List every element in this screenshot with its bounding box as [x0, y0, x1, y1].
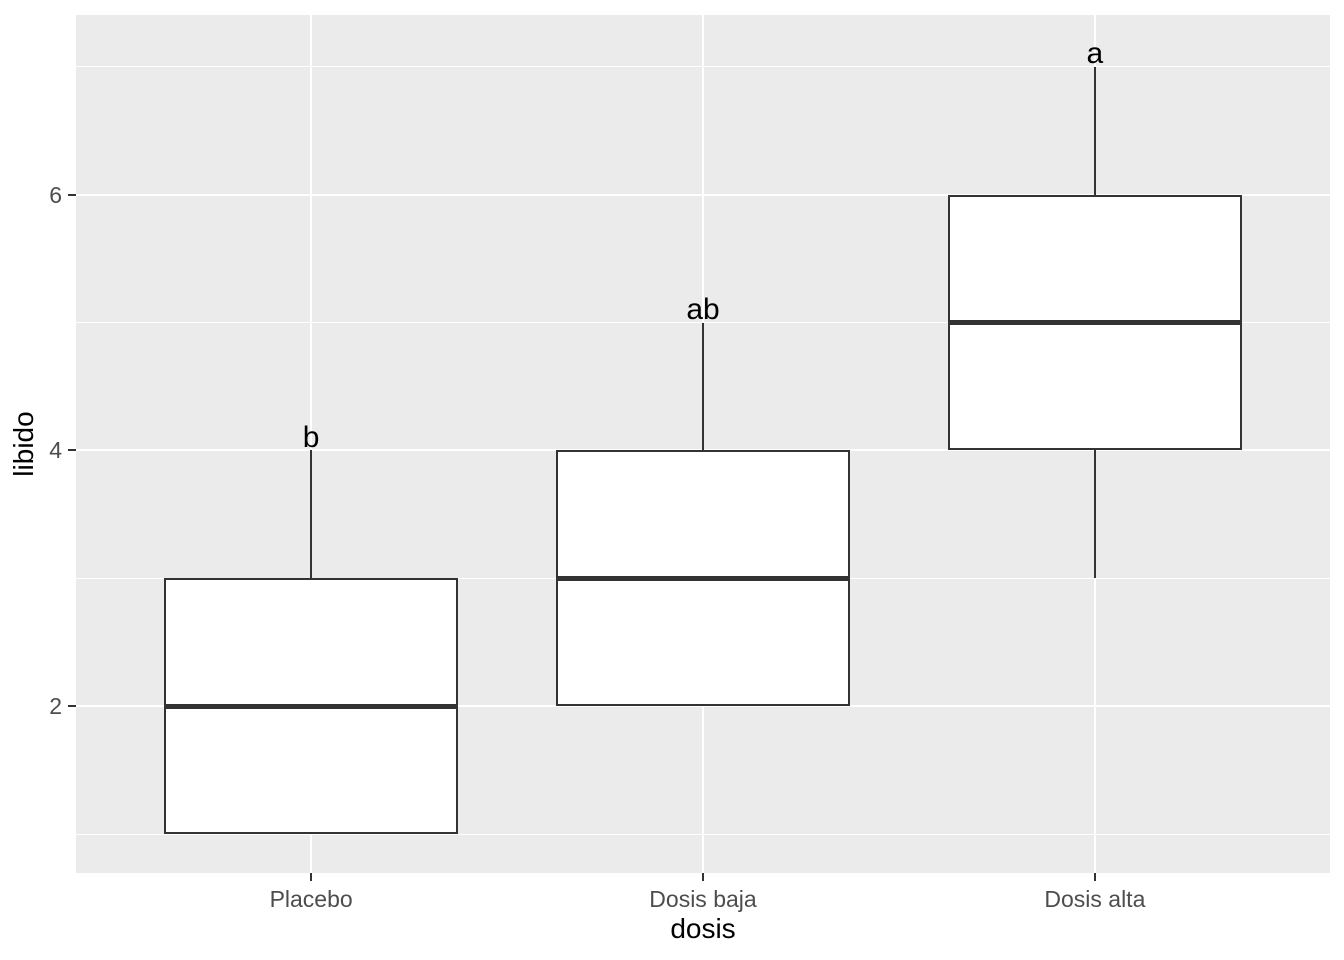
- y-tick-label: 6: [49, 181, 62, 208]
- whisker-upper-dosis-alta: [1093, 66, 1096, 195]
- whisker-upper-dosis-baja: [702, 322, 704, 451]
- x-axis-title: dosis: [670, 913, 736, 944]
- x-tick-mark: [702, 873, 704, 881]
- y-tick-mark: [68, 705, 76, 708]
- median-line-dosis-baja: [556, 575, 850, 581]
- y-tick-label: 4: [49, 437, 62, 464]
- y-tick-mark: [68, 193, 76, 196]
- significance-label-dosis-baja: ab: [686, 292, 720, 326]
- plot-panel: b ab a: [76, 15, 1330, 873]
- whisker-upper-placebo: [310, 450, 313, 579]
- y-tick-label: 2: [49, 693, 62, 720]
- x-tick-mark: [1093, 873, 1096, 881]
- x-tick-label: Placebo: [269, 886, 353, 912]
- significance-label-dosis-alta: a: [1086, 37, 1104, 70]
- median-line-placebo: [164, 703, 459, 709]
- y-tick-mark: [68, 449, 76, 452]
- significance-label-placebo: b: [302, 420, 320, 454]
- median-line-dosis-alta: [947, 320, 1242, 326]
- whisker-lower-dosis-alta: [1093, 450, 1096, 579]
- x-tick-label: Dosis alta: [1044, 886, 1146, 912]
- x-tick-mark: [310, 873, 313, 881]
- x-tick-label: Dosis baja: [649, 886, 757, 912]
- gridline-major-vertical: [310, 15, 313, 873]
